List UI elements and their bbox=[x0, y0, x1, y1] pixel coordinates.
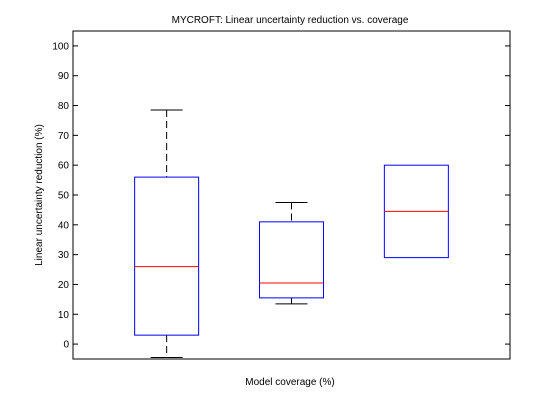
chart-title: MYCROFT: Linear uncertainty reduction vs… bbox=[172, 15, 409, 26]
y-tick-label: 10 bbox=[58, 310, 70, 321]
y-tick-label: 50 bbox=[58, 191, 70, 202]
y-tick-label: 90 bbox=[58, 71, 70, 82]
boxes-group bbox=[135, 110, 449, 357]
y-tick-label: 80 bbox=[58, 101, 70, 112]
y-tick-label: 20 bbox=[58, 280, 70, 291]
plot-area bbox=[73, 31, 510, 359]
box-iqr bbox=[135, 177, 199, 335]
y-tick-label: 100 bbox=[52, 41, 69, 52]
y-tick-label: 60 bbox=[58, 161, 70, 172]
y-tick-label: 40 bbox=[58, 220, 70, 231]
y-tick-label: 30 bbox=[58, 250, 70, 261]
y-tick-label: 0 bbox=[63, 340, 69, 351]
y-tick-label: 70 bbox=[58, 131, 70, 142]
box-iqr bbox=[260, 222, 324, 298]
y-axis-label: Linear uncertainty reduction (%) bbox=[34, 124, 45, 266]
x-axis-label: Model coverage (%) bbox=[245, 377, 334, 388]
